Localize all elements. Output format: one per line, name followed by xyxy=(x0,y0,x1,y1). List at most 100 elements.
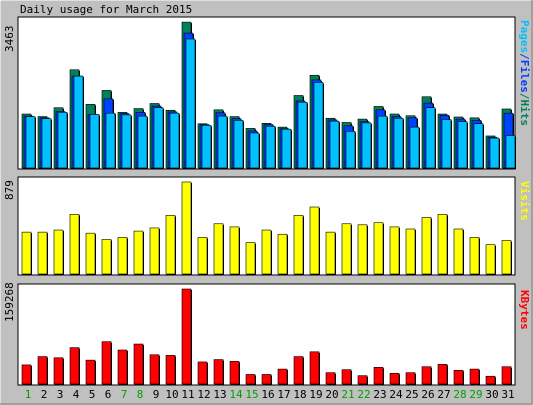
kbytes-bar xyxy=(229,361,240,385)
visits-bar xyxy=(53,229,64,275)
x-tick-label: 30 xyxy=(485,388,498,401)
visits-bar xyxy=(245,242,256,275)
visits-bar xyxy=(197,237,208,275)
visits-bar xyxy=(293,215,304,275)
x-tick-label: 31 xyxy=(501,388,514,401)
pages-bar xyxy=(361,122,372,169)
visits-bar xyxy=(325,231,336,275)
kbytes-bar xyxy=(53,357,64,385)
x-tick-label: 4 xyxy=(73,388,80,401)
x-tick-label: 14 xyxy=(229,388,243,401)
visits-bar xyxy=(261,229,272,275)
visits-bar xyxy=(117,237,128,275)
x-tick-label: 18 xyxy=(293,388,306,401)
x-tick-label: 19 xyxy=(309,388,322,401)
pages-bar xyxy=(153,107,164,169)
kbytes-ymax-label: 159268 xyxy=(3,282,16,322)
kbytes-bar xyxy=(197,361,208,385)
x-tick-label: 26 xyxy=(421,388,434,401)
pages-bar xyxy=(473,123,484,169)
pages-bar xyxy=(57,112,68,169)
pages-bar xyxy=(25,116,36,169)
kbytes-bar xyxy=(261,374,272,385)
kbytes-bar xyxy=(133,343,144,385)
legend-visits: Visits xyxy=(518,181,531,221)
hits-legend: Pages/Files/Hits xyxy=(518,20,531,126)
visits-bar xyxy=(37,231,48,275)
kbytes-bar xyxy=(325,372,336,385)
visits-bar xyxy=(373,222,384,275)
legend-pages: Pages xyxy=(518,20,531,53)
visits-bar xyxy=(181,181,192,275)
visits-bar xyxy=(133,230,144,275)
kbytes-bar xyxy=(21,364,32,385)
visits-bar xyxy=(101,239,112,275)
x-tick-label: 13 xyxy=(213,388,226,401)
x-tick-label: 5 xyxy=(89,388,96,401)
kbytes-bar xyxy=(437,364,448,385)
pages-bar xyxy=(89,114,100,169)
x-tick-label: 1 xyxy=(25,388,32,401)
visits-bar xyxy=(357,224,368,275)
pages-bar xyxy=(409,126,420,169)
pages-bar xyxy=(313,82,324,169)
visits-bar xyxy=(501,240,512,275)
visits-bar xyxy=(165,215,176,275)
pages-bar xyxy=(489,137,500,169)
visits-panel xyxy=(17,176,516,276)
kbytes-bar xyxy=(309,351,320,385)
hits-ymax-label: 3463 xyxy=(3,26,16,53)
pages-bar xyxy=(441,119,452,169)
pages-bar xyxy=(377,115,388,169)
visits-bar xyxy=(485,244,496,275)
kbytes-bar xyxy=(117,349,128,385)
pages-bar xyxy=(41,118,52,169)
kbytes-bar xyxy=(485,375,496,385)
kbytes-bar xyxy=(389,372,400,385)
pages-bar xyxy=(345,131,356,169)
x-tick-label: 28 xyxy=(453,388,466,401)
legend-kbytes: KBytes xyxy=(518,290,531,330)
visits-bar xyxy=(149,227,160,275)
visits-ymax-label: 879 xyxy=(3,180,16,200)
x-tick-label: 29 xyxy=(469,388,482,401)
kbytes-bar xyxy=(37,356,48,385)
pages-bar xyxy=(505,135,516,169)
x-tick-label: 17 xyxy=(277,388,290,401)
kbytes-bar xyxy=(165,355,176,385)
legend-files: Files xyxy=(518,60,531,93)
pages-bar xyxy=(425,107,436,169)
kbytes-bar xyxy=(341,369,352,385)
x-tick-label: 8 xyxy=(137,388,144,401)
visits-bar xyxy=(21,231,32,275)
kbytes-bar xyxy=(373,366,384,385)
x-tick-label: 24 xyxy=(389,388,403,401)
x-tick-label: 11 xyxy=(181,388,194,401)
kbytes-bar xyxy=(421,366,432,385)
kbytes-bar xyxy=(245,374,256,385)
pages-bar xyxy=(233,120,244,169)
legend-hits: Hits xyxy=(518,100,531,127)
x-tick-label: 23 xyxy=(373,388,386,401)
visits-bar xyxy=(213,223,224,275)
x-tick-label: 10 xyxy=(165,388,178,401)
x-axis-labels: 1 2 3 4 5 6 7 8 9 10 11 12 13 14 15 16 17 18 19 20 21 22 23 24 2… xyxy=(25,388,515,401)
kbytes-bar xyxy=(293,356,304,385)
x-tick-label: 21 xyxy=(341,388,354,401)
visits-bar xyxy=(421,217,432,275)
pages-bar xyxy=(281,128,292,169)
pages-bar xyxy=(217,115,228,169)
visits-bar xyxy=(69,214,80,275)
visits-bar xyxy=(453,228,464,275)
chart-title: Daily usage for March 2015 xyxy=(20,3,192,16)
kbytes-bar xyxy=(357,375,368,385)
visits-bar xyxy=(405,228,416,275)
x-tick-label: 25 xyxy=(405,388,418,401)
pages-bar xyxy=(297,101,308,169)
visits-bar xyxy=(469,237,480,275)
pages-bar xyxy=(201,125,212,169)
kbytes-bar xyxy=(277,368,288,385)
pages-bar xyxy=(457,121,468,169)
visits-bar xyxy=(277,233,288,275)
